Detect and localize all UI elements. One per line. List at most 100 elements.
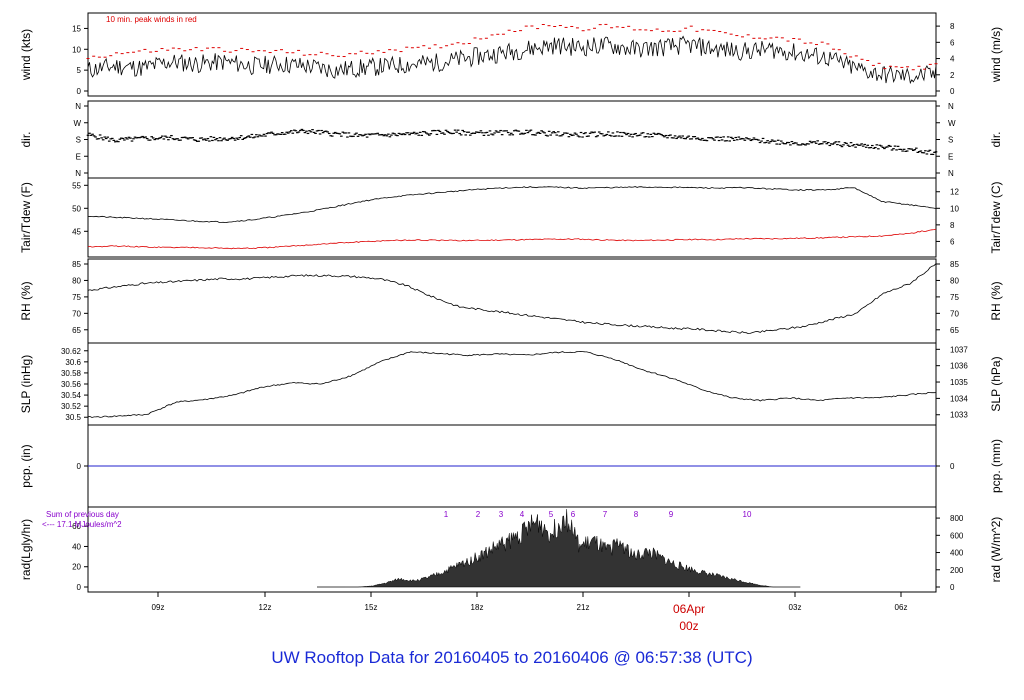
dewpoint-line	[87, 228, 937, 250]
y-tick-label-right: 12	[950, 188, 959, 197]
y-tick-label-right: 75	[950, 293, 959, 302]
radiation-sum-line2: <--- 17.1 MJoules/m^2	[42, 520, 122, 529]
y-tick-label-left: 80	[72, 276, 81, 285]
chart-footer-title: UW Rooftop Data for 20160405 to 20160406…	[271, 648, 753, 667]
y-tick-label-right: 6	[950, 237, 955, 246]
y-axis-label-left: wind (kts)	[19, 29, 33, 81]
y-axis-label-left: Tair/Tdew (F)	[19, 182, 33, 253]
y-tick-label-left: W	[73, 119, 81, 128]
relative-humidity-line	[87, 263, 937, 335]
y-tick-label-right: 600	[950, 531, 964, 540]
y-tick-label-left: 30.62	[61, 347, 82, 356]
y-tick-label-right: 1034	[950, 394, 968, 403]
y-tick-label-left: 65	[72, 326, 81, 335]
chart-panel-6: rad(Lgly/hr) rad (W/m^2)02040600200400600…	[19, 506, 1003, 593]
solar-hour-label: 7	[603, 510, 608, 519]
y-tick-label-right: N	[948, 102, 954, 111]
y-tick-label-right: 65	[950, 326, 959, 335]
y-tick-label-right: 0	[950, 583, 955, 592]
y-tick-label-left: S	[76, 136, 81, 145]
y-tick-label-left: 60	[72, 522, 81, 531]
y-tick-label-right: 800	[950, 514, 964, 523]
y-axis-label-right: dir.	[989, 131, 1003, 147]
y-tick-label-left: N	[75, 169, 81, 178]
y-axis-label-left: RH (%)	[19, 281, 33, 320]
y-tick-label-right: 8	[950, 221, 955, 230]
x-tick-label: 12z	[259, 603, 272, 612]
y-tick-label-left: N	[75, 102, 81, 111]
y-tick-label-right: 1033	[950, 411, 968, 420]
y-tick-label-right: 400	[950, 549, 964, 558]
y-tick-label-right: 6	[950, 38, 955, 47]
y-axis-label-right: rad (W/m^2)	[989, 517, 1003, 583]
x-tick-label: 15z	[365, 603, 378, 612]
chart-panel-2: Tair/Tdew (F) Tair/Tdew (C) 45 50 55 6 8 10 12	[19, 177, 1003, 258]
x-tick-label: 18z	[471, 603, 484, 612]
y-tick-label-right: 200	[950, 566, 964, 575]
y-tick-label-left: 70	[72, 309, 81, 318]
chart-panel-0: wind (kts) wind (m/s) 0 5 10 15 10 min. peak w…	[19, 12, 1003, 97]
y-tick-label-right: 2	[950, 71, 955, 80]
y-axis-label-right: pcp. (mm)	[989, 439, 1003, 493]
y-tick-label-left: 30.52	[61, 402, 82, 411]
chart-panel-5: pcp. (in) pcp. (mm) 0 0	[19, 424, 1003, 508]
solar-hour-label: 4	[520, 510, 525, 519]
y-tick-label-left: 50	[72, 204, 81, 213]
y-tick-label-left: 30.56	[61, 380, 82, 389]
solar-hour-label: 2	[476, 510, 481, 519]
time-axis: 09z 12z 15z 18z 21z 00z 03z 06z 06Apr	[152, 592, 908, 633]
y-tick-label-right: 1037	[950, 345, 968, 354]
date-label: 06Apr	[673, 602, 705, 616]
peak-winds-annotation: 10 min. peak winds in red	[106, 15, 197, 24]
chart-panel-1: dir. dir.N NW WS SE EN N	[19, 100, 1003, 179]
solar-hour-label: 6	[571, 510, 576, 519]
panel-frame	[87, 258, 937, 344]
pressure-line	[87, 351, 937, 418]
air-temp-line	[87, 186, 937, 224]
x-tick-label: 09z	[152, 603, 165, 612]
y-axis-label-right: wind (m/s)	[989, 27, 1003, 83]
y-tick-label-right: 70	[950, 309, 959, 318]
y-axis-label-left: dir.	[19, 131, 33, 147]
y-axis-label-right: RH (%)	[989, 281, 1003, 320]
wind-direction-marks	[86, 128, 938, 156]
solar-hour-label: 5	[549, 510, 554, 519]
y-tick-label-right: N	[948, 169, 954, 178]
y-tick-label-right: 0	[950, 462, 955, 471]
y-tick-label-left: 0	[77, 583, 82, 592]
chart-panel-4: SLP (inHg) SLP (hPa) 30.5 30.52 30.54 30.56 30…	[19, 342, 1003, 426]
y-tick-label-left: 30.5	[65, 413, 81, 422]
solar-hour-label: 1	[444, 510, 449, 519]
y-axis-label-left: SLP (inHg)	[19, 355, 33, 413]
y-tick-label-left: 45	[72, 227, 81, 236]
solar-hour-label: 3	[499, 510, 504, 519]
y-tick-label-left: 0	[77, 87, 82, 96]
y-tick-label-left: 85	[72, 260, 81, 269]
panel-frame	[87, 12, 937, 97]
y-tick-label-left: 0	[77, 462, 82, 471]
x-tick-label: 06z	[895, 603, 908, 612]
y-tick-label-right: S	[948, 136, 953, 145]
wind-speed-line	[87, 35, 937, 85]
y-axis-label-left: pcp. (in)	[19, 444, 33, 487]
y-tick-label-left: 10	[72, 45, 81, 54]
y-tick-label-right: 4	[950, 55, 955, 64]
y-tick-label-right: 0	[950, 87, 955, 96]
y-tick-label-right: 1035	[950, 378, 968, 387]
y-tick-label-right: 1036	[950, 362, 968, 371]
radiation-sum-line1: Sum of previous day	[46, 510, 119, 519]
y-tick-label-right: E	[948, 152, 953, 161]
y-tick-label-left: 30.6	[65, 358, 81, 367]
panel-frame	[87, 342, 937, 426]
y-tick-label-right: 8	[950, 22, 955, 31]
y-tick-label-right: 85	[950, 260, 959, 269]
radiation-area	[317, 509, 801, 588]
y-tick-label-right: W	[948, 119, 956, 128]
panel-frame	[87, 506, 937, 593]
x-tick-label: 03z	[789, 603, 802, 612]
y-tick-label-right: 10	[950, 204, 959, 213]
y-tick-label-left: 55	[72, 181, 81, 190]
x-tick-label-midnight: 00z	[679, 619, 698, 633]
